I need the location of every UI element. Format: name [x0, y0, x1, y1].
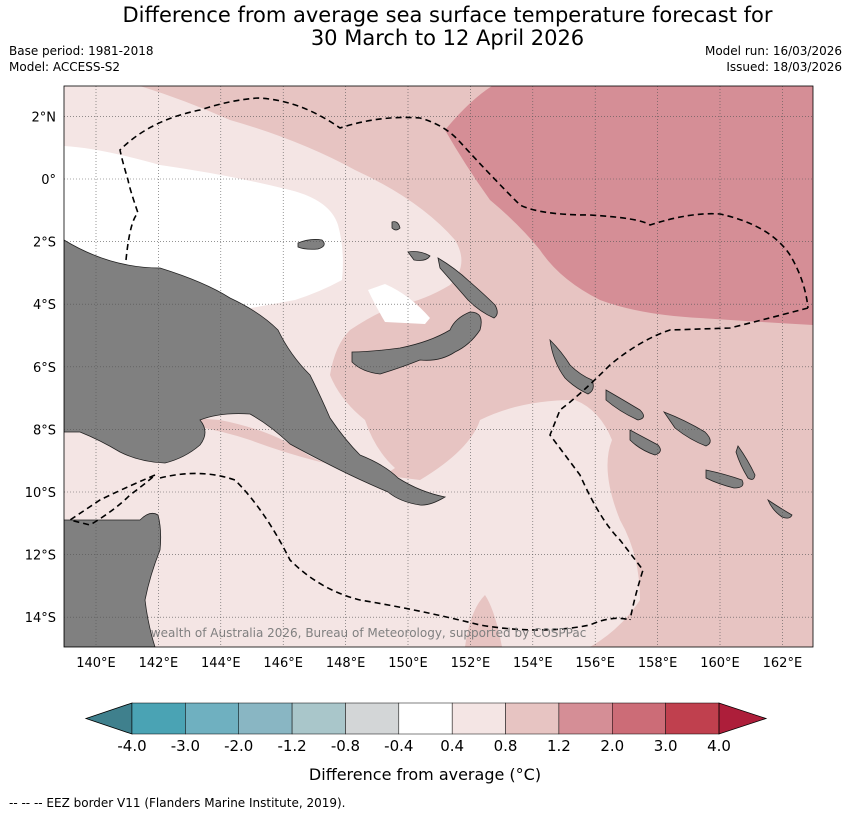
- lat-tick-label: 8°S: [33, 423, 56, 438]
- eez-png-south: [159, 472, 631, 631]
- colorbar-extend-high: [718, 702, 768, 735]
- colorbar-tick-label: 1.2: [547, 737, 571, 755]
- land: [64, 221, 793, 647]
- land-cape-york: [64, 512, 162, 647]
- lat-tick-label: 2°N: [32, 110, 57, 125]
- colorbar-segment: [451, 702, 506, 735]
- latitude-labels: 2°N 0° 2°S 4°S 6°S 8°S 10°S 12°S 14°S: [25, 110, 56, 626]
- lon-tick-label: 162°E: [763, 656, 803, 671]
- colorbar-tick-label: -0.4: [384, 737, 413, 755]
- land-solomon-choiseul: [605, 389, 644, 421]
- model-name: Model: ACCESS-S2: [9, 60, 121, 74]
- lat-tick-label: 0°: [41, 173, 56, 188]
- land-solomon-makira: [705, 469, 744, 489]
- map-plot-area: © Commonwealth of Australia 2026, Bureau…: [64, 86, 813, 647]
- lat-tick-label: 6°S: [33, 361, 56, 376]
- lat-tick-label: 12°S: [25, 549, 56, 564]
- meta-left: Base period: 1981-2018 Model: ACCESS-S2: [9, 43, 154, 75]
- colorbar-segment: [345, 702, 400, 735]
- colorbar-tick-label: -1.2: [277, 737, 306, 755]
- lon-tick-label: 150°E: [388, 656, 428, 671]
- land-solomon-malaita: [735, 445, 756, 480]
- lon-tick-label: 160°E: [700, 656, 740, 671]
- eez-png-north: [119, 97, 809, 309]
- sst-band-neutral-patch: [368, 284, 430, 324]
- lon-tick-label: 158°E: [638, 656, 678, 671]
- land-new-ireland: [437, 257, 498, 319]
- meta-right: Model run: 16/03/2026 Issued: 18/03/2026: [705, 43, 842, 75]
- colorbar-tick-label: 0.4: [440, 737, 464, 755]
- colorbar-segment: [612, 702, 666, 735]
- lon-tick-label: 156°E: [575, 656, 615, 671]
- model-run: Model run: 16/03/2026: [704, 44, 842, 58]
- lon-tick-label: 146°E: [263, 656, 303, 671]
- colorbar-segment: [505, 702, 560, 735]
- lat-tick-label: 2°S: [33, 236, 56, 251]
- land-rennell: [767, 498, 793, 519]
- lat-tick-label: 4°S: [33, 298, 56, 313]
- colorbar-extend-low: [84, 702, 133, 735]
- land-new-guinea: [64, 239, 447, 506]
- base-period: Base period: 1981-2018: [9, 44, 154, 58]
- colorbar-tick-label: 2.0: [600, 737, 624, 755]
- eez-solomons-west: [549, 307, 809, 621]
- chart-title: Difference from average sea surface temp…: [0, 4, 850, 50]
- title-line-2: 30 March to 12 April 2026: [310, 26, 585, 50]
- graticule: [64, 86, 813, 647]
- lat-tick-label: 14°S: [25, 611, 56, 626]
- colorbar-tick-label: -3.0: [171, 737, 200, 755]
- land-new-britain: [351, 311, 482, 375]
- map-frame: [63, 85, 814, 648]
- longitude-labels: 140°E 142°E 144°E 146°E 148°E 150°E 152°E 154°E…: [76, 656, 802, 671]
- colorbar-segment: [665, 702, 720, 735]
- eez-borders: [68, 97, 809, 631]
- sst-band-0.4-0.8-south: [64, 400, 640, 647]
- colorbar-segment: [398, 702, 453, 735]
- colorbar-label: Difference from average (°C): [309, 765, 541, 784]
- land-solomon-guadalcanal: [629, 429, 661, 456]
- colorbar-tick-label: 3.0: [654, 737, 678, 755]
- colorbar-segment: [558, 702, 613, 735]
- colorbar-tick-label: -0.8: [331, 737, 360, 755]
- colorbar-segment: [131, 702, 186, 735]
- colorbar-tick-label: -2.0: [224, 737, 253, 755]
- land-new-hanover: [407, 251, 431, 261]
- lon-tick-label: 148°E: [326, 656, 366, 671]
- colorbar-segment: [291, 702, 346, 735]
- colorbar-segment: [238, 702, 293, 735]
- title-line-1: Difference from average sea surface temp…: [122, 3, 773, 27]
- colorbar-tick-label: 4.0: [707, 737, 731, 755]
- copyright-notice: © Commonwealth of Australia 2026, Bureau…: [81, 626, 586, 640]
- land-admiralty-small: [391, 221, 401, 231]
- issued-date: Issued: 18/03/2026: [726, 60, 842, 74]
- sst-band-1.2-2.0: [445, 86, 813, 325]
- lon-tick-label: 144°E: [201, 656, 241, 671]
- colorbar: -4.0 -3.0 -2.0 -1.2 -0.8 -0.4 0.4 0.8 1.2 2.0 3.0 4…: [84, 702, 768, 755]
- lon-tick-label: 152°E: [451, 656, 491, 671]
- lon-tick-label: 154°E: [513, 656, 553, 671]
- land-solomon-isabel: [662, 411, 711, 447]
- colorbar-tick-label: -4.0: [117, 737, 146, 755]
- lat-tick-label: 10°S: [25, 486, 56, 501]
- eez-legend: -- -- -- EEZ border V11 (Flanders Marine…: [9, 796, 346, 810]
- colorbar-tick-label: 0.8: [494, 737, 518, 755]
- colorbar-segment: [185, 702, 239, 735]
- lon-tick-label: 142°E: [139, 656, 179, 671]
- lon-tick-label: 140°E: [76, 656, 116, 671]
